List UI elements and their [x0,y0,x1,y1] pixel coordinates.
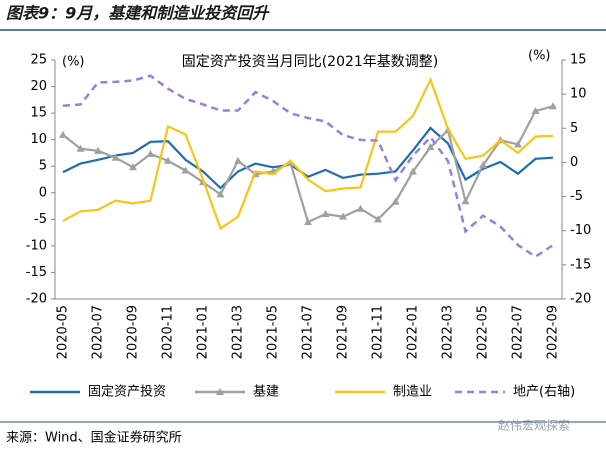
y2-tick-label: 15 [570,53,587,68]
point-marker [339,212,347,220]
x-tick-label: 2021-07 [301,305,316,359]
x-tick-label: 2022-09 [546,305,561,359]
x-tick-label: 2021-05 [266,305,281,359]
point-marker [76,144,85,152]
x-tick-label: 2021-03 [231,305,246,359]
y2-tick-label: -10 [570,223,591,238]
watermark: 赵伟宏观探索 [498,418,570,433]
point-marker [426,143,435,151]
x-tick-label: 2022-01 [406,305,421,359]
legend-label: 地产(右轴) [513,385,575,400]
series-line [62,74,554,259]
series-line [62,126,554,190]
y-tick-label: 25 [30,53,47,68]
point-marker [164,156,172,164]
y-tick-label: 10 [30,132,47,147]
y-tick-label: 15 [30,106,47,121]
point-marker [356,204,365,212]
point-marker [216,190,225,198]
x-tick-label: 2022-05 [476,305,491,359]
y-tick-label: -10 [26,238,47,253]
point-marker [391,197,400,205]
x-tick-label: 2020-07 [91,305,106,359]
point-marker [461,197,470,205]
x-tick-label: 2021-01 [196,305,211,359]
legend-label: 固定资产投资 [88,384,166,400]
point-marker [531,106,540,114]
point-marker [129,163,137,171]
y-axis-label: (%) [62,55,85,70]
x-tick-label: 2020-11 [161,305,176,359]
legend-label: 基建 [253,385,279,400]
y2-tick-label: 0 [570,155,578,170]
y2-tick-label: -15 [570,257,591,272]
y2-tick-label: 10 [570,87,587,102]
y-tick-label: 0 [39,185,47,200]
point-marker [374,215,382,223]
point-marker [514,140,522,148]
point-marker [321,210,330,218]
y-tick-label: 5 [39,159,47,174]
y-tick-label: -5 [34,212,47,227]
point-marker [304,217,312,225]
point-marker [479,161,487,169]
x-tick-label: 2021-09 [336,305,351,359]
point-marker [146,150,155,158]
point-marker [181,166,190,174]
source: 来源：Wind、国金证券研究所 [6,430,182,446]
y-tick-label: 20 [30,79,47,94]
series-line [62,76,554,231]
point-marker [59,130,67,138]
x-tick-label: 2022-03 [441,305,456,359]
y2-axis-label: (%) [528,49,551,64]
point-marker [111,153,120,161]
point-marker [94,146,102,154]
x-tick-label: 2020-09 [126,305,141,359]
series-line [62,105,554,224]
point-marker [409,167,417,175]
x-tick-label: 2020-05 [56,305,71,359]
x-tick-label: 2021-11 [371,305,386,359]
point-marker [234,156,242,164]
y2-tick-label: -5 [570,189,583,204]
x-tick-label: 2022-07 [511,305,526,359]
point-marker [549,102,557,110]
legend-marker [216,388,224,395]
y2-tick-label: -20 [570,292,591,307]
page-title: 图表9：9月，基建和制造业投资回升 [6,4,270,23]
chart-title: 固定资产投资当月同比(2021年基数调整) [182,53,439,70]
y-tick-label: -15 [26,265,47,280]
y2-tick-label: 5 [570,121,578,136]
y-tick-label: -20 [26,292,47,307]
legend-label: 制造业 [393,385,432,400]
